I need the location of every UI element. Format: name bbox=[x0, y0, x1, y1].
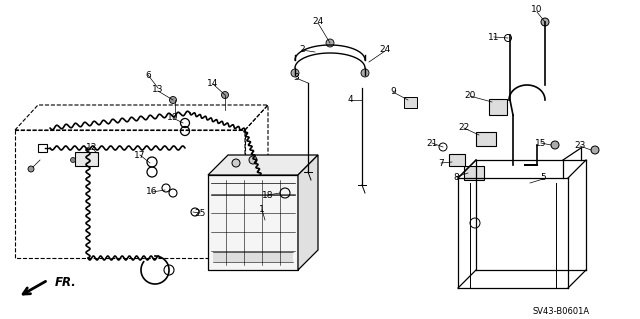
Polygon shape bbox=[208, 175, 298, 270]
FancyBboxPatch shape bbox=[74, 152, 97, 166]
Polygon shape bbox=[208, 155, 318, 175]
Circle shape bbox=[551, 141, 559, 149]
Text: 5: 5 bbox=[540, 174, 546, 182]
Text: 4: 4 bbox=[347, 95, 353, 105]
Circle shape bbox=[70, 158, 76, 162]
Text: 3: 3 bbox=[293, 73, 299, 83]
Text: 23: 23 bbox=[574, 140, 586, 150]
FancyBboxPatch shape bbox=[476, 132, 496, 146]
Text: 9: 9 bbox=[390, 87, 396, 97]
Polygon shape bbox=[298, 155, 318, 270]
Circle shape bbox=[361, 69, 369, 77]
Circle shape bbox=[326, 39, 334, 47]
Circle shape bbox=[170, 97, 177, 103]
Text: 17: 17 bbox=[134, 151, 146, 160]
Text: 7: 7 bbox=[438, 159, 444, 167]
Text: 12: 12 bbox=[86, 144, 98, 152]
Circle shape bbox=[591, 146, 599, 154]
Text: 20: 20 bbox=[464, 91, 476, 100]
Text: 21: 21 bbox=[426, 138, 438, 147]
Text: FR.: FR. bbox=[55, 277, 77, 290]
Text: 16: 16 bbox=[147, 188, 157, 197]
Text: 24: 24 bbox=[312, 18, 324, 26]
Text: SV43-B0601A: SV43-B0601A bbox=[532, 307, 589, 315]
Text: 14: 14 bbox=[207, 78, 219, 87]
FancyBboxPatch shape bbox=[403, 97, 417, 108]
Text: 18: 18 bbox=[262, 190, 274, 199]
Circle shape bbox=[541, 18, 549, 26]
Circle shape bbox=[291, 69, 299, 77]
Circle shape bbox=[232, 159, 240, 167]
Text: 8: 8 bbox=[453, 173, 459, 182]
Text: 11: 11 bbox=[488, 33, 500, 41]
Text: 2: 2 bbox=[299, 46, 305, 55]
Text: 13: 13 bbox=[152, 85, 164, 94]
Text: 24: 24 bbox=[380, 46, 390, 55]
Text: 6: 6 bbox=[145, 70, 151, 79]
FancyBboxPatch shape bbox=[449, 154, 465, 166]
FancyBboxPatch shape bbox=[464, 166, 484, 180]
Text: 1: 1 bbox=[259, 205, 265, 214]
Text: 10: 10 bbox=[531, 5, 543, 14]
Circle shape bbox=[249, 156, 257, 164]
Text: 15: 15 bbox=[535, 138, 547, 147]
Text: 25: 25 bbox=[195, 209, 205, 218]
Circle shape bbox=[221, 92, 228, 99]
FancyBboxPatch shape bbox=[489, 99, 507, 115]
Circle shape bbox=[28, 166, 34, 172]
Text: 22: 22 bbox=[458, 123, 470, 132]
Text: 19: 19 bbox=[167, 114, 179, 122]
